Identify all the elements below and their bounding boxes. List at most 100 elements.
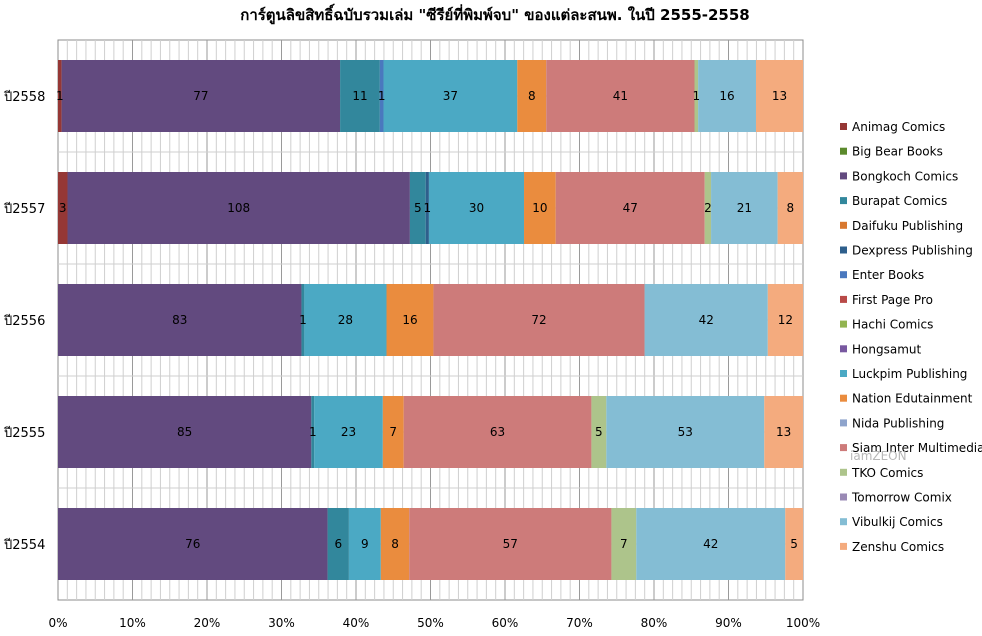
legend-swatch	[840, 147, 847, 155]
legend-swatch	[840, 197, 847, 205]
data-label: 9	[361, 537, 369, 551]
data-label: 42	[703, 537, 718, 551]
x-tick-label: 50%	[417, 616, 444, 630]
data-label: 1	[56, 89, 64, 103]
data-label: 23	[341, 425, 356, 439]
bar-segment	[386, 284, 434, 356]
data-label: 76	[185, 537, 200, 551]
data-label: 30	[469, 201, 484, 215]
data-label: 28	[338, 313, 353, 327]
x-tick-label: 100%	[786, 616, 820, 630]
data-label: 3	[59, 201, 67, 215]
legend-label: Zenshu Comics	[852, 540, 944, 554]
bar-segment	[428, 172, 525, 244]
data-label: 41	[613, 89, 628, 103]
bar-segment	[327, 508, 349, 580]
x-tick-label: 70%	[566, 616, 593, 630]
bar-segment	[409, 508, 612, 580]
data-label: 108	[227, 201, 250, 215]
bar-segment	[767, 284, 803, 356]
bar-segment	[61, 60, 341, 132]
watermark: iamZEON	[850, 449, 907, 463]
bar-segment	[524, 172, 556, 244]
data-label: 42	[699, 313, 714, 327]
bar-segments	[58, 60, 803, 580]
legend-swatch	[840, 394, 847, 402]
data-label: 5	[790, 537, 798, 551]
bar-segment	[379, 60, 384, 132]
legend-label: Vibulkij Comics	[852, 515, 943, 529]
legend-swatch	[840, 493, 847, 501]
data-label: 47	[623, 201, 638, 215]
legend-label: Bongkoch Comics	[852, 169, 958, 183]
bar-segment	[311, 396, 315, 468]
x-tick-label: 40%	[343, 616, 370, 630]
bar-segment	[383, 60, 518, 132]
bar-segment	[606, 396, 765, 468]
legend-label: Hachi Comics	[852, 318, 933, 332]
legend-label: Enter Books	[852, 268, 924, 282]
data-label: 57	[503, 537, 518, 551]
bar-segment	[58, 172, 68, 244]
bar-segment	[777, 172, 803, 244]
legend-swatch	[840, 172, 847, 180]
data-label: 63	[490, 425, 505, 439]
bar-segment	[704, 172, 712, 244]
bar-segment	[58, 396, 312, 468]
data-label: 2	[704, 201, 712, 215]
data-label: 8	[786, 201, 794, 215]
legend-label: First Page Pro	[852, 293, 933, 307]
legend-swatch	[840, 123, 847, 130]
bar-segment	[644, 284, 768, 356]
legend-label: Daifuku Publishing	[852, 219, 963, 233]
category-label: ปี2558	[3, 89, 45, 105]
legend-swatch	[840, 345, 847, 353]
bar-segment	[67, 172, 410, 244]
bar-segment	[380, 508, 410, 580]
bar-segment	[304, 284, 387, 356]
legend-swatch	[840, 370, 847, 377]
bar-segment	[694, 60, 699, 132]
bar-segment	[58, 508, 328, 580]
bar-segment	[785, 508, 803, 580]
legend-label: Animag Comics	[852, 120, 945, 134]
data-label: 7	[389, 425, 397, 439]
data-labels: 1 77 11 1 37 8 41 1 16 133 108 5 1 30 10 47 2 21 883 1 28 16 7…	[56, 89, 798, 551]
data-label: 13	[776, 425, 791, 439]
legend-label: Tomorrow Comix	[851, 491, 952, 505]
x-tick-label: 10%	[119, 616, 146, 630]
legend-swatch	[840, 221, 847, 229]
data-label: 16	[402, 313, 417, 327]
bar-segment	[555, 172, 705, 244]
data-label: 1	[424, 201, 432, 215]
data-label: 7	[620, 537, 628, 551]
x-tick-label: 20%	[194, 616, 221, 630]
bar-segment	[58, 284, 302, 356]
category-label: ปี2557	[3, 201, 45, 217]
category-label: ปี2555	[3, 425, 45, 441]
bar-segment	[314, 396, 383, 468]
data-label: 83	[172, 313, 187, 327]
chart-title: การ์ตูนลิขสิทธิ์ฉบับรวมเล่ม "ซีรีย์ที่พิ…	[240, 3, 750, 25]
legend-label: Nida Publishing	[852, 416, 944, 430]
data-label: 1	[309, 425, 317, 439]
bar-segment	[340, 60, 380, 132]
data-label: 5	[414, 201, 422, 215]
x-tick-label: 0%	[48, 616, 67, 630]
bar-segment	[348, 508, 381, 580]
data-label: 85	[177, 425, 192, 439]
x-axis: 0% 10% 20% 30% 40% 50% 60% 70% 80% 90% 100%	[48, 616, 820, 630]
data-label: 12	[778, 313, 793, 327]
data-label: 1	[692, 89, 700, 103]
bar-segment	[591, 396, 607, 468]
bar-segment	[425, 172, 429, 244]
legend-swatch	[840, 542, 847, 550]
data-label: 8	[528, 89, 536, 103]
bar-segment	[611, 508, 637, 580]
data-label: 72	[531, 313, 546, 327]
data-label: 1	[378, 89, 386, 103]
legend-label: Big Bear Books	[852, 145, 943, 159]
x-tick-label: 90%	[715, 616, 742, 630]
data-label: 5	[595, 425, 603, 439]
